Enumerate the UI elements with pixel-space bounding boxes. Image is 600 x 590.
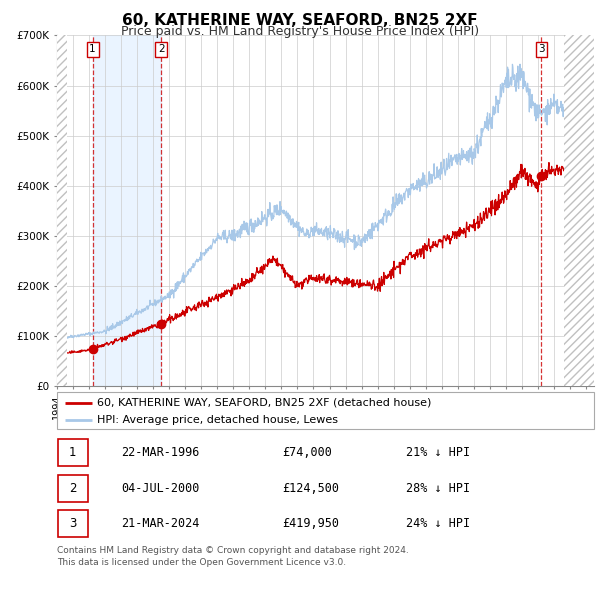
Text: £419,950: £419,950 bbox=[283, 517, 340, 530]
Bar bbox=[92, 35, 161, 386]
Text: 2: 2 bbox=[69, 481, 77, 495]
Text: 28% ↓ HPI: 28% ↓ HPI bbox=[406, 481, 470, 495]
Text: 1: 1 bbox=[89, 44, 96, 54]
Text: 04-JUL-2000: 04-JUL-2000 bbox=[121, 481, 200, 495]
Text: 60, KATHERINE WAY, SEAFORD, BN25 2XF (detached house): 60, KATHERINE WAY, SEAFORD, BN25 2XF (de… bbox=[97, 398, 431, 408]
Text: £74,000: £74,000 bbox=[283, 446, 332, 460]
Text: 24% ↓ HPI: 24% ↓ HPI bbox=[406, 517, 470, 530]
Text: 2: 2 bbox=[158, 44, 164, 54]
Text: 1: 1 bbox=[69, 446, 77, 460]
Text: 22-MAR-1996: 22-MAR-1996 bbox=[121, 446, 200, 460]
Bar bbox=[58, 510, 88, 537]
Text: 60, KATHERINE WAY, SEAFORD, BN25 2XF: 60, KATHERINE WAY, SEAFORD, BN25 2XF bbox=[122, 13, 478, 28]
Bar bbox=[58, 439, 88, 467]
Text: 21% ↓ HPI: 21% ↓ HPI bbox=[406, 446, 470, 460]
Text: £124,500: £124,500 bbox=[283, 481, 340, 495]
Bar bbox=[58, 474, 88, 502]
Text: 3: 3 bbox=[69, 517, 77, 530]
Text: Price paid vs. HM Land Registry's House Price Index (HPI): Price paid vs. HM Land Registry's House … bbox=[121, 25, 479, 38]
Text: HPI: Average price, detached house, Lewes: HPI: Average price, detached house, Lewe… bbox=[97, 415, 338, 425]
Text: 3: 3 bbox=[538, 44, 545, 54]
Text: 21-MAR-2024: 21-MAR-2024 bbox=[121, 517, 200, 530]
Text: Contains HM Land Registry data © Crown copyright and database right 2024.
This d: Contains HM Land Registry data © Crown c… bbox=[57, 546, 409, 566]
